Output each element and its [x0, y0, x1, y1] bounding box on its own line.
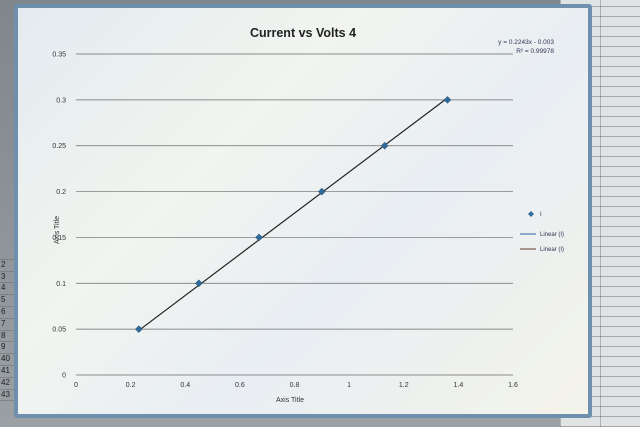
- row-number: 3: [0, 272, 16, 284]
- chart: Current vs Volts 4 y = 0.2243x - 0.003 R…: [52, 26, 564, 404]
- data-points: [134, 96, 452, 333]
- x-tick-label: 0.6: [235, 382, 245, 389]
- row-number: 43: [0, 390, 16, 402]
- row-number: 42: [0, 378, 16, 390]
- chart-title: Current vs Volts 4: [250, 26, 356, 40]
- legend-label-linear-2: Linear (I): [540, 247, 564, 253]
- trendline-equation: y = 0.2243x - 0.003: [498, 39, 554, 46]
- y-tick-label: 0.05: [52, 327, 66, 334]
- y-tick-label: 0.35: [52, 52, 66, 59]
- grid: [76, 53, 513, 376]
- row-number: 5: [0, 295, 16, 307]
- row-number: 4: [0, 283, 16, 296]
- row-number: [0, 248, 16, 260]
- x-tick-labels: 0 0.2 0.4 0.6 0.8 1 1.2 1.4 1.6: [74, 382, 518, 389]
- data-point: [317, 187, 326, 196]
- row-number: 6: [0, 307, 16, 319]
- y-tick-label: 0: [62, 373, 66, 380]
- data-point: [195, 279, 203, 288]
- x-tick-label: 1.6: [508, 382, 518, 389]
- x-axis-title: Axis Title: [276, 397, 304, 404]
- chart-frame[interactable]: Current vs Volts 4 y = 0.2243x - 0.003 R…: [14, 4, 592, 418]
- x-tick-label: 0: [74, 382, 78, 389]
- legend-label-i: I: [540, 212, 542, 218]
- data-point: [134, 325, 143, 333]
- data-point: [443, 96, 452, 104]
- data-point: [255, 233, 263, 242]
- x-tick-label: 1.4: [454, 382, 464, 389]
- row-number: 9: [0, 342, 16, 355]
- legend: I Linear (I) Linear (I): [520, 211, 564, 253]
- row-numbers: 2 3 4 5 6 7 8 9 40 41 42 43: [0, 248, 16, 402]
- row-number: 8: [0, 331, 16, 343]
- trendline: [138, 97, 448, 331]
- row-number: 7: [0, 319, 16, 331]
- row-number: 40: [0, 354, 16, 366]
- y-tick-label: 0.3: [56, 97, 66, 104]
- x-tick-label: 0.4: [180, 382, 190, 389]
- legend-label-linear-1: Linear (I): [540, 232, 564, 238]
- row-number: 41: [0, 366, 16, 378]
- r-squared: R² = 0.99978: [516, 48, 554, 55]
- data-point: [380, 141, 389, 150]
- x-tick-label: 0.2: [126, 382, 136, 389]
- y-tick-label: 0.25: [52, 143, 66, 150]
- row-number: 2: [0, 260, 16, 272]
- y-axis-title: Axis Title: [54, 216, 61, 244]
- legend-marker-i: [528, 211, 534, 217]
- x-tick-label: 1.2: [399, 382, 409, 389]
- y-tick-label: 0.2: [56, 189, 66, 196]
- y-tick-labels: 0 0.05 0.1 0.15 0.2 0.25 0.3 0.35: [52, 52, 66, 380]
- x-tick-label: 0.8: [290, 382, 300, 389]
- y-tick-label: 0.1: [56, 281, 66, 288]
- y-tick-label: 0.15: [52, 235, 66, 242]
- x-tick-label: 1: [347, 382, 351, 389]
